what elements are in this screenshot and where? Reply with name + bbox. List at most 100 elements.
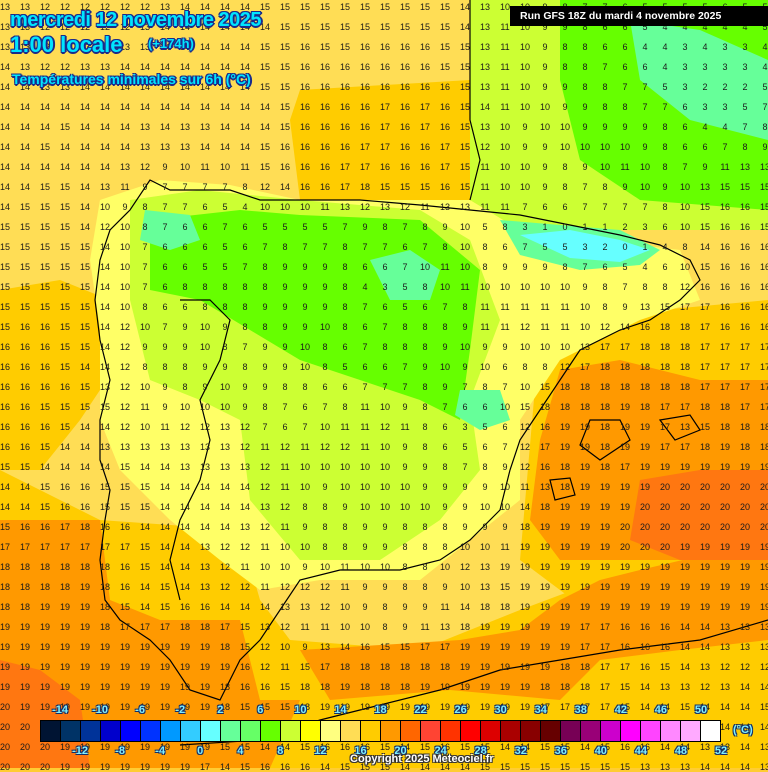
grid-value: 10	[539, 282, 550, 292]
grid-value: 3	[742, 42, 748, 52]
grid-value: 19	[719, 582, 730, 592]
grid-value: 15	[559, 762, 570, 772]
grid-value: 15	[139, 502, 150, 512]
grid-value: 10	[519, 342, 530, 352]
grid-value: 20	[39, 762, 50, 772]
grid-value: 12	[119, 402, 130, 412]
grid-value: 15	[379, 182, 390, 192]
grid-value: 10	[519, 282, 530, 292]
grid-value: 8	[662, 202, 668, 212]
grid-value: 4	[362, 282, 368, 292]
grid-value: 10	[279, 202, 290, 212]
grid-value: 18	[599, 402, 610, 412]
grid-value: 10	[459, 242, 470, 252]
grid-value: 7	[322, 402, 328, 412]
grid-value: 8	[582, 62, 588, 72]
grid-value: 14	[39, 462, 50, 472]
legend-swatch	[421, 721, 441, 741]
grid-value: 16	[359, 102, 370, 112]
grid-value: 14	[219, 602, 230, 612]
grid-value: 13	[19, 22, 30, 32]
grid-value: 9	[162, 402, 168, 412]
legend-label-top: 38	[574, 704, 587, 716]
grid-value: 14	[139, 102, 150, 112]
grid-value: 19	[579, 602, 590, 612]
grid-value: 9	[582, 102, 588, 112]
grid-value: 8	[602, 302, 608, 312]
grid-value: 17	[679, 302, 690, 312]
grid-value: 14	[179, 42, 190, 52]
grid-value: 12	[339, 442, 350, 452]
grid-value: 17	[419, 642, 430, 652]
grid-value: 8	[422, 382, 428, 392]
grid-value: 13	[159, 142, 170, 152]
grid-value: 7	[762, 102, 768, 112]
grid-value: 16	[79, 502, 90, 512]
grid-value: 16	[639, 322, 650, 332]
grid-value: 13	[159, 442, 170, 452]
grid-value: 7	[462, 382, 468, 392]
grid-value: 18	[559, 462, 570, 472]
grid-value: 9	[422, 482, 428, 492]
grid-value: 19	[619, 422, 630, 432]
grid-value: 16	[659, 622, 670, 632]
grid-value: 19	[119, 642, 130, 652]
legend-swatch	[581, 721, 601, 741]
grid-value: 18	[759, 422, 768, 432]
grid-value: 12	[519, 422, 530, 432]
grid-value: 11	[540, 302, 550, 312]
grid-value: 14	[159, 102, 170, 112]
grid-value: 18	[559, 482, 570, 492]
grid-value: 8	[302, 502, 308, 512]
grid-value: 6	[602, 262, 608, 272]
grid-value: 10	[459, 222, 470, 232]
grid-value: 12	[279, 582, 290, 592]
grid-value: 19	[419, 702, 430, 712]
grid-value: 15	[759, 202, 768, 212]
grid-value: 14	[159, 482, 170, 492]
grid-value: 6	[202, 202, 208, 212]
grid-value: 14	[19, 182, 30, 192]
grid-value: 15	[459, 182, 470, 192]
grid-value: 17	[619, 342, 630, 352]
grid-value: 18	[19, 602, 30, 612]
grid-value: 13	[739, 162, 750, 172]
grid-value: 10	[679, 222, 690, 232]
legend-label-bottom: 32	[514, 745, 527, 757]
model-run-label: Run GFS 18Z du mardi 4 novembre 2025	[510, 6, 768, 26]
grid-value: 19	[619, 402, 630, 412]
forecast-time: 1:00 locale	[10, 32, 123, 57]
grid-value: 14	[199, 142, 210, 152]
grid-value: 9	[162, 382, 168, 392]
legend-label-bottom: -4	[155, 745, 166, 757]
grid-value: 16	[319, 102, 330, 112]
grid-value: 12	[99, 22, 110, 32]
grid-value: 13	[479, 2, 490, 12]
grid-value: 5	[402, 282, 408, 292]
grid-value: 12	[599, 322, 610, 332]
grid-value: 7	[382, 322, 388, 332]
grid-value: 19	[119, 762, 130, 772]
grid-value: 7	[442, 302, 448, 312]
grid-value: 7	[162, 202, 168, 212]
grid-value: 19	[459, 702, 470, 712]
grid-value: 9	[562, 102, 568, 112]
grid-value: 15	[119, 482, 130, 492]
grid-value: 13	[439, 202, 450, 212]
grid-value: 13	[79, 62, 90, 72]
grid-value: 15	[39, 282, 50, 292]
grid-value: 4	[742, 22, 748, 32]
legend-swatch	[481, 721, 501, 741]
grid-value: 17	[379, 142, 390, 152]
grid-value: 19	[79, 682, 90, 692]
grid-value: 19	[559, 522, 570, 532]
grid-value: 10	[279, 542, 290, 552]
legend-swatch	[541, 721, 561, 741]
grid-value: 7	[382, 382, 388, 392]
legend-label-top: -2	[175, 704, 186, 716]
grid-value: 6	[602, 22, 608, 32]
grid-value: 10	[299, 542, 310, 552]
grid-value: 8	[242, 362, 248, 372]
grid-value: 14	[159, 122, 170, 132]
grid-value: 15	[39, 222, 50, 232]
